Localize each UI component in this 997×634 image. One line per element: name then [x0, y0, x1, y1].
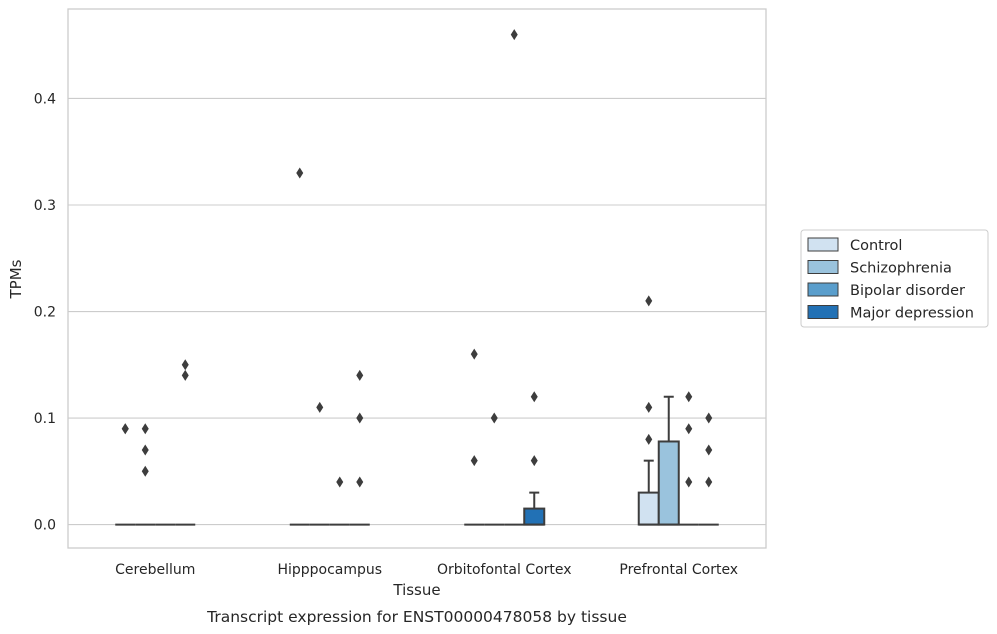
x-tick-label: Prefrontal Cortex [619, 562, 738, 578]
legend-label: Schizophrenia [850, 261, 952, 277]
legend-swatch [807, 237, 839, 252]
outlier-point [141, 423, 149, 435]
x-tick-label: Orbitofontal Cortex [437, 562, 572, 578]
outlier-point [296, 167, 304, 179]
outlier-point [121, 423, 129, 435]
outlier-point [705, 444, 713, 456]
y-tick-label: 0.4 [34, 91, 56, 107]
outlier-point [685, 391, 693, 403]
outlier-point [181, 369, 189, 381]
legend: Control Schizophrenia Bipolar disorder Majo… [800, 229, 989, 328]
legend-swatch [807, 260, 839, 274]
legend-frame [800, 229, 989, 328]
x-axis-label: Tissue [392, 581, 440, 599]
legend-swatch [807, 282, 839, 297]
y-axis-ticks: 0.0 0.1 0.2 0.3 0.4 [34, 91, 56, 533]
outlier-point [530, 455, 538, 467]
outlier-point [685, 423, 693, 435]
outlier-point [141, 444, 149, 456]
outlier-point [316, 401, 324, 413]
box [657, 440, 680, 526]
outlier-point [510, 29, 518, 41]
outlier-point [356, 412, 364, 424]
outlier-point [530, 391, 538, 403]
outlier-point [645, 295, 653, 307]
outlier-point [490, 412, 498, 424]
legend-swatch [807, 305, 839, 319]
outlier-point [141, 465, 149, 477]
box [523, 507, 546, 526]
outlier-point [645, 401, 653, 413]
outlier-point [181, 359, 189, 371]
outlier-point [705, 412, 713, 424]
outlier-point [645, 433, 653, 445]
x-axis-ticks: Cerebellum Hipppocampus Orbitofontal Corte… [115, 562, 738, 578]
outlier-point [336, 476, 344, 488]
plot-marks [115, 29, 719, 526]
y-tick-label: 0.3 [34, 198, 56, 214]
legend-label: Control [850, 238, 902, 254]
outlier-point [470, 348, 478, 360]
y-tick-label: 0.2 [34, 305, 56, 321]
x-tick-label: Hipppocampus [277, 562, 382, 578]
y-tick-label: 0.1 [34, 411, 56, 427]
outlier-point [705, 476, 713, 488]
x-tick-label: Cerebellum [115, 562, 195, 578]
outlier-point [356, 476, 364, 488]
legend-label: Bipolar disorder [850, 283, 965, 299]
chart-caption: Transcript expression for ENST0000047805… [206, 608, 627, 626]
outlier-point [685, 476, 693, 488]
box [637, 491, 660, 526]
outlier-point [356, 369, 364, 381]
outlier-point [470, 455, 478, 467]
y-axis-label: TPMs [7, 259, 25, 299]
legend-label: Major depression [850, 306, 974, 322]
y-tick-label: 0.0 [34, 518, 56, 534]
plot-area-frame [67, 8, 767, 549]
